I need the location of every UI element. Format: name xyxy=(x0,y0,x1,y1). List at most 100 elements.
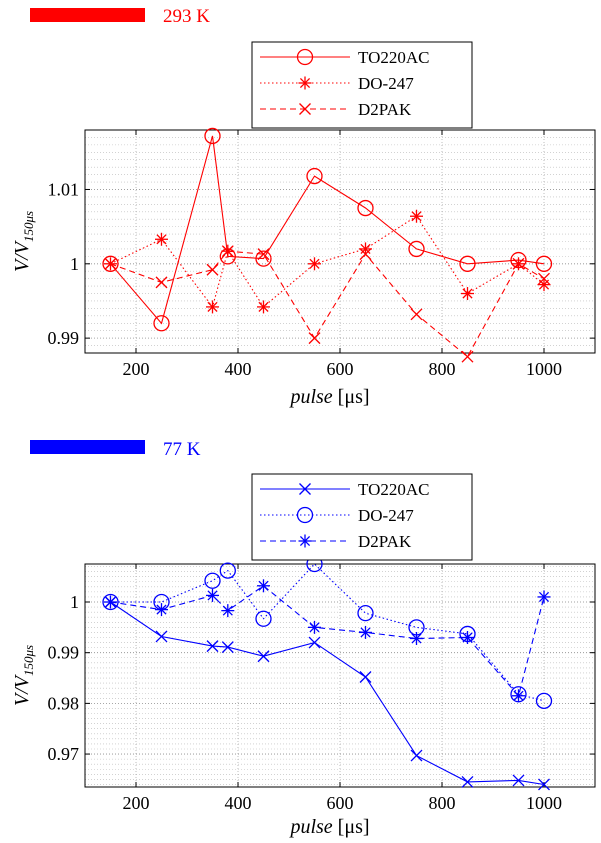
legend-marker xyxy=(296,48,314,66)
data-point xyxy=(255,250,272,267)
marker-x-stroke xyxy=(257,248,270,261)
data-point xyxy=(155,232,168,246)
series-line xyxy=(110,563,545,702)
marker-asterisk-stroke xyxy=(105,596,116,608)
x-axis-label-part: [ xyxy=(338,816,345,838)
marker-asterisk-stroke xyxy=(462,288,473,299)
y-tick-label: 1 xyxy=(70,254,79,274)
marker-x-stroke xyxy=(299,483,311,495)
x-tick-label: 200 xyxy=(123,359,150,379)
x-axis-label-part: ] xyxy=(363,386,370,408)
marker-asterisk-stroke xyxy=(513,690,524,701)
x-tick-label: 800 xyxy=(429,359,456,379)
x-tick-label: 1000 xyxy=(526,793,562,813)
marker-circle xyxy=(357,605,374,622)
temperature-color-bar xyxy=(30,440,145,454)
data-point xyxy=(206,263,219,276)
data-point xyxy=(308,332,321,345)
marker-circle xyxy=(204,127,221,145)
y-tick-label: 0.99 xyxy=(48,328,80,348)
data-point xyxy=(102,593,119,611)
marker-circle xyxy=(296,48,314,66)
data-point xyxy=(221,245,234,258)
data-point xyxy=(308,636,321,649)
marker-asterisk-stroke xyxy=(156,604,167,615)
data-point xyxy=(535,255,553,272)
legend: TO220AC DO-247 D2PAK xyxy=(251,473,473,561)
data-point xyxy=(204,127,221,145)
data-point xyxy=(537,278,551,292)
marker-x-stroke xyxy=(461,775,474,788)
marker-asterisk-stroke xyxy=(411,633,422,644)
plot-area: 200 400 600 800 1000 0.99 1 1.01 xyxy=(48,127,596,379)
marker-asterisk-stroke xyxy=(360,627,371,638)
marker-x-stroke xyxy=(308,332,321,345)
x-tick-label: 1000 xyxy=(526,359,562,379)
marker-circle xyxy=(102,593,119,611)
data-point xyxy=(257,650,270,663)
data-point xyxy=(255,610,272,627)
data-point xyxy=(104,257,117,270)
marker-circle xyxy=(535,692,553,709)
x-tick-label: 800 xyxy=(429,793,456,813)
data-point xyxy=(410,308,423,321)
data-point xyxy=(359,625,372,639)
marker-x-stroke xyxy=(410,308,423,321)
data-point xyxy=(359,248,372,261)
temperature-label: 293 K xyxy=(163,6,210,27)
data-point xyxy=(308,620,321,634)
marker-x-stroke xyxy=(512,774,525,787)
marker-asterisk-stroke xyxy=(299,535,311,547)
data-point xyxy=(204,572,221,589)
marker-circle xyxy=(255,250,272,267)
data-point xyxy=(359,671,372,683)
marker-x-stroke xyxy=(299,103,311,115)
data-point xyxy=(512,257,525,270)
data-point xyxy=(461,350,474,363)
legend-box xyxy=(251,473,473,561)
data-point xyxy=(219,562,236,579)
marker-circle xyxy=(255,610,272,627)
marker-asterisk-stroke xyxy=(299,77,311,89)
marker-x-stroke xyxy=(155,630,168,643)
data-point xyxy=(459,255,476,272)
chart-77k: 77 K 200 400 600 800 1000 0.97 0.98 0.99 1 pulse [… xyxy=(11,439,596,838)
y-axis-label: V/V150μs xyxy=(11,211,36,272)
x-tick-label: 600 xyxy=(327,359,354,379)
marker-asterisk-stroke xyxy=(207,301,218,312)
x-axis-label: pulse [μs] xyxy=(288,386,369,408)
y-axis-label: V/V150μs xyxy=(11,645,36,706)
x-tick-label: 400 xyxy=(225,359,252,379)
data-point xyxy=(257,248,270,261)
data-point xyxy=(155,276,168,289)
data-point xyxy=(461,775,474,788)
marker-x-stroke xyxy=(359,248,372,261)
y-axis-label-text: V/V150μs xyxy=(11,211,36,272)
data-point xyxy=(155,630,168,643)
legend-box xyxy=(251,41,473,129)
x-axis-label-part: ] xyxy=(363,816,370,838)
data-point xyxy=(461,630,474,644)
marker-circle xyxy=(102,255,119,272)
series-d2pak xyxy=(104,579,551,703)
marker-x-stroke xyxy=(359,671,372,683)
temperature-label: 77 K xyxy=(163,439,201,460)
data-point xyxy=(512,774,525,787)
data-point xyxy=(306,167,323,185)
legend-label: TO220AC xyxy=(358,480,429,499)
data-point xyxy=(410,632,423,646)
data-point xyxy=(410,749,423,762)
data-point xyxy=(357,199,374,217)
marker-asterisk-stroke xyxy=(309,258,320,269)
marker-x-stroke xyxy=(221,641,234,654)
data-point xyxy=(206,640,219,653)
data-point xyxy=(221,604,235,618)
legend-marker xyxy=(298,534,312,548)
marker-x-stroke xyxy=(461,350,474,363)
marker-x-stroke xyxy=(221,245,234,258)
y-axis-label-subscript: 150μs xyxy=(21,211,36,242)
legend-label: TO220AC xyxy=(358,48,429,67)
data-point xyxy=(410,209,423,223)
marker-asterisk-stroke xyxy=(411,211,422,222)
legend-marker xyxy=(298,76,312,90)
